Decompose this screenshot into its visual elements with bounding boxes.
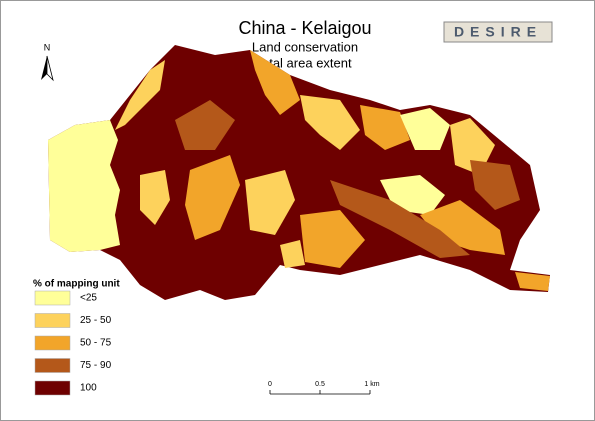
legend-swatch — [34, 290, 71, 306]
legend: % of mapping unit <25 25 - 50 50 - 75 75 - … — [33, 279, 120, 396]
map-subtitle: Land conservation — [252, 39, 358, 54]
legend-label: 100 — [80, 383, 97, 394]
map-subtitle: total area extent — [258, 55, 352, 70]
legend-label: 75 - 90 — [80, 360, 112, 371]
logo: DESIRE — [443, 21, 553, 43]
scale-bar: 0 0.5 1 km — [268, 381, 380, 395]
map-area — [48, 45, 550, 300]
scale-label: 0.5 — [315, 381, 325, 388]
legend-label: <25 — [80, 293, 97, 304]
legend-label: 25 - 50 — [80, 315, 112, 326]
logo-text: DESIRE — [454, 24, 542, 40]
map-title: China - Kelaigou — [238, 18, 371, 38]
scale-label: 0 — [268, 381, 272, 388]
legend-swatch — [34, 313, 71, 328]
legend-swatch — [34, 358, 71, 373]
scale-label: 1 km — [364, 381, 379, 388]
legend-title: % of mapping unit — [33, 279, 120, 290]
legend-swatch — [34, 335, 71, 351]
legend-label: 50 - 75 — [80, 338, 112, 349]
north-arrow: N — [41, 42, 54, 82]
north-label: N — [44, 42, 51, 52]
legend-swatch — [34, 380, 71, 396]
